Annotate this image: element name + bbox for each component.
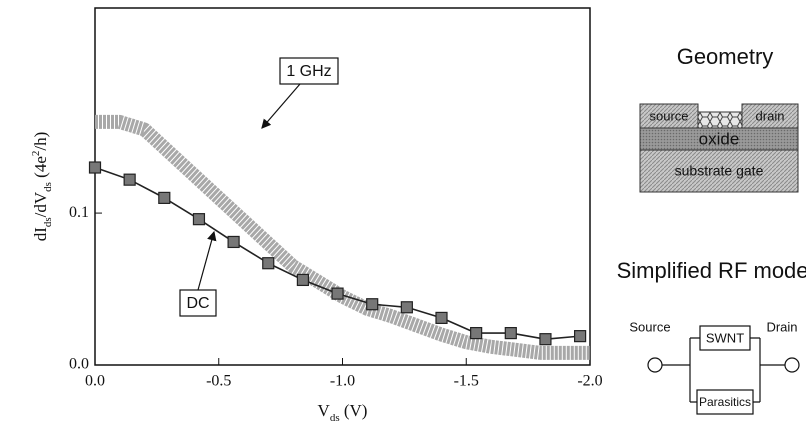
x-tick-label: -2.0 <box>577 373 602 390</box>
drain-contact <box>741 103 799 129</box>
wires <box>662 337 785 403</box>
source-contact <box>639 103 699 129</box>
data-point <box>573 330 587 343</box>
source-terminal <box>647 357 663 373</box>
annotation: 1 GHz <box>286 63 331 80</box>
data-point <box>435 311 448 325</box>
data-point <box>539 333 552 346</box>
drain-label: drain <box>756 108 785 123</box>
y-axis-label-part: 2 <box>30 151 42 157</box>
y-axis-label-part: /dV <box>31 191 50 217</box>
swnt-box <box>699 325 751 351</box>
x-axis-label: Vds (V) <box>318 401 368 424</box>
geometry-diagram: Geometry source drain oxide substrate ga… <box>639 44 799 193</box>
parasitics-box <box>696 389 754 415</box>
series-line <box>95 114 590 360</box>
substrate-layer <box>639 149 799 193</box>
substrate-label: substrate gate <box>675 163 764 179</box>
data-point <box>400 301 413 314</box>
parasitics-label: Parasitics <box>699 395 751 409</box>
y-axis-label-part: /h) <box>31 132 50 151</box>
data-point <box>504 326 517 340</box>
data-point <box>262 257 275 270</box>
nanotube <box>697 111 743 129</box>
rf-title: Simplified RF model <box>617 258 806 283</box>
x-axis-label-part: ds <box>330 412 340 424</box>
source-terminal-label: Source <box>629 319 670 334</box>
drain-terminal <box>784 357 800 373</box>
data-point <box>192 213 206 226</box>
annotation-arrow <box>261 83 301 129</box>
y-tick-label: 0.1 <box>69 204 89 221</box>
data-point <box>227 235 240 249</box>
y-tick-label: 0.0 <box>69 356 89 373</box>
data-point <box>470 326 483 340</box>
y-axis-label-part: ds <box>42 217 54 227</box>
swnt-label: SWNT <box>706 330 744 345</box>
x-tick-label: -1.5 <box>454 373 479 390</box>
annotation-box <box>279 57 339 85</box>
annotation: DC <box>186 295 209 312</box>
plot-frame <box>94 7 591 366</box>
y-axis-label-part: ds <box>42 182 54 192</box>
data-point <box>88 161 102 174</box>
x-tick-label: 0.0 <box>85 373 105 390</box>
data-point <box>123 173 136 186</box>
x-tick-label: -0.5 <box>206 373 231 390</box>
annotation-arrow <box>197 230 217 291</box>
data-point <box>366 298 379 311</box>
annotation-box <box>179 289 217 317</box>
x-axis-label-part: V <box>318 401 331 420</box>
source-label: source <box>649 108 688 123</box>
drain-terminal-label: Drain <box>766 319 797 334</box>
x-axis-label-part: (V) <box>340 401 368 420</box>
oxide-label: oxide <box>699 129 740 148</box>
data-point <box>158 191 171 204</box>
rf-model: Simplified RF model Source Drain SWNT Pa… <box>617 258 806 415</box>
y-axis-label-part: (4e <box>31 156 50 182</box>
x-tick-label: -1.0 <box>330 373 355 390</box>
y-axis-label: dIds/dVds (4e2/h) <box>30 132 54 242</box>
data-point <box>296 273 309 287</box>
geometry-title: Geometry <box>677 44 774 69</box>
data-point <box>331 287 344 300</box>
y-axis-label-part: dI <box>31 227 50 242</box>
